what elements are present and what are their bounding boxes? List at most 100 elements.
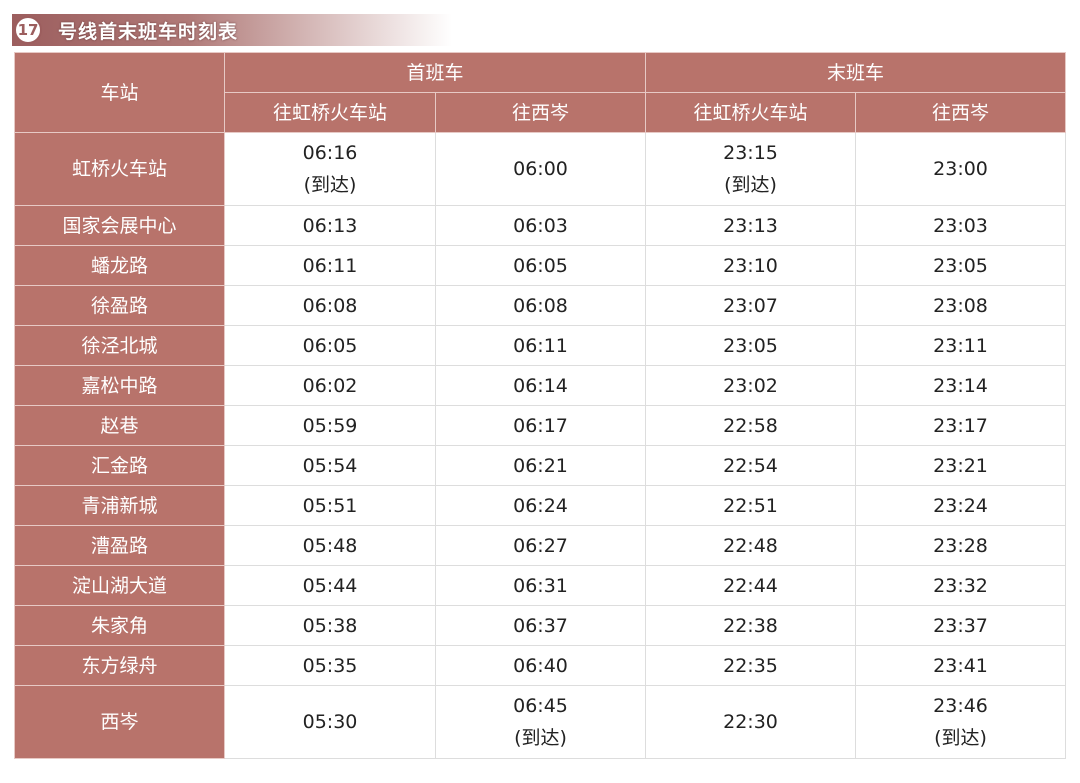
time-cell: 22:48: [645, 525, 857, 566]
time-value: 23:15: [723, 142, 778, 164]
table-row: 漕盈路 05:48 06:27 22:48 23:28: [14, 525, 1067, 566]
time-value: 06:21: [513, 454, 568, 477]
time-cell: 22:38: [645, 605, 857, 646]
time-cell: 23:07: [645, 285, 857, 326]
time-cell: 23:11: [855, 325, 1067, 366]
station-name: 淀山湖大道: [14, 565, 225, 606]
time-value: 06:16: [302, 142, 358, 164]
time-value: 06:14: [513, 374, 568, 397]
time-cell: 06:11: [224, 245, 436, 286]
time-value: 23:02: [723, 374, 778, 397]
arrival-note: (到达): [514, 727, 567, 749]
header-first-train: 首班车: [223, 52, 647, 93]
time-cell: 06:45 (到达): [434, 685, 647, 759]
time-cell: 05:38: [224, 605, 436, 646]
time-value: 23:11: [933, 334, 988, 357]
arrival-note: (到达): [934, 727, 987, 749]
time-cell: 06:08: [434, 285, 647, 326]
time-value: 23:08: [933, 294, 988, 317]
time-cell: 23:13: [645, 205, 857, 246]
time-cell: 05:54: [224, 445, 436, 486]
station-name: 嘉松中路: [14, 365, 225, 406]
station-name: 徐盈路: [14, 285, 225, 326]
time-cell: 22:30: [645, 685, 857, 759]
time-cell: 05:59: [224, 405, 436, 446]
line-number-badge: 17: [14, 16, 42, 44]
time-cell: 06:05: [224, 325, 436, 366]
time-value: 05:51: [302, 494, 358, 517]
time-value: 05:35: [302, 654, 358, 677]
time-value: 05:59: [302, 414, 358, 437]
time-value: 23:03: [933, 214, 988, 237]
time-cell: 22:35: [645, 645, 857, 686]
time-cell: 06:40: [434, 645, 647, 686]
time-cell: 06:13: [224, 205, 436, 246]
time-cell: 23:15 (到达): [645, 132, 857, 206]
time-cell: 06:27: [434, 525, 647, 566]
time-value: 06:13: [302, 214, 358, 237]
time-value: 06:08: [302, 294, 358, 317]
station-name: 漕盈路: [14, 525, 225, 566]
time-value: 23:07: [723, 294, 778, 317]
time-cell: 06:11: [434, 325, 647, 366]
time-value: 22:58: [723, 414, 778, 437]
table-row: 汇金路 05:54 06:21 22:54 23:21: [14, 445, 1067, 486]
station-name: 青浦新城: [14, 485, 225, 526]
time-cell: 06:37: [434, 605, 647, 646]
station-name: 朱家角: [14, 605, 225, 646]
time-cell: 23:32: [855, 565, 1067, 606]
time-value: 22:30: [723, 711, 778, 733]
time-cell: 23:17: [855, 405, 1067, 446]
time-cell: 06:03: [434, 205, 647, 246]
time-cell: 22:51: [645, 485, 857, 526]
time-cell: 23:14: [855, 365, 1067, 406]
time-cell: 23:05: [645, 325, 857, 366]
time-cell: 22:58: [645, 405, 857, 446]
station-name: 徐泾北城: [14, 325, 225, 366]
time-value: 23:28: [933, 534, 988, 557]
time-value: 06:05: [302, 334, 358, 357]
time-value: 06:45: [513, 695, 568, 717]
table-row: 徐盈路 06:08 06:08 23:07 23:08: [14, 285, 1067, 326]
time-cell: 23:37: [855, 605, 1067, 646]
time-value: 06:08: [513, 294, 568, 317]
time-cell: 23:41: [855, 645, 1067, 686]
header-first-to-xicen: 往西岑: [434, 92, 647, 133]
time-value: 05:44: [302, 574, 358, 597]
time-cell: 06:24: [434, 485, 647, 526]
time-cell: 06:02: [224, 365, 436, 406]
time-cell: 23:00: [855, 132, 1067, 206]
time-cell: 23:02: [645, 365, 857, 406]
station-name: 蟠龙路: [14, 245, 225, 286]
time-value: 23:10: [723, 254, 778, 277]
header-first-to-hongqiao: 往虹桥火车站: [224, 92, 436, 133]
header-station: 车站: [14, 52, 225, 133]
time-value: 22:38: [723, 614, 778, 637]
time-cell: 05:30: [224, 685, 436, 759]
time-value: 06:40: [513, 654, 568, 677]
time-value: 23:05: [723, 334, 778, 357]
time-value: 06:00: [513, 158, 568, 180]
time-value: 06:31: [513, 574, 568, 597]
arrival-note: (到达): [303, 174, 357, 196]
time-value: 22:51: [723, 494, 778, 517]
station-name: 国家会展中心: [14, 205, 225, 246]
time-cell: 06:05: [434, 245, 647, 286]
station-name: 虹桥火车站: [14, 132, 225, 206]
time-value: 06:27: [513, 534, 568, 557]
arrival-note: (到达): [724, 174, 777, 196]
header-last-train: 末班车: [645, 52, 1067, 93]
table-row: 赵巷 05:59 06:17 22:58 23:17: [14, 405, 1067, 446]
time-value: 22:44: [723, 574, 778, 597]
time-cell: 23:28: [855, 525, 1067, 566]
time-value: 23:46: [933, 695, 988, 717]
time-value: 05:38: [302, 614, 358, 637]
timetable: 车站 首班车 末班车 往虹桥火车站 往西岑 往虹桥火车站 往西岑 虹桥火车站 06…: [14, 52, 1067, 759]
time-cell: 22:54: [645, 445, 857, 486]
time-value: 06:11: [302, 254, 358, 277]
time-cell: 05:35: [224, 645, 436, 686]
time-value: 06:03: [513, 214, 568, 237]
time-cell: 23:03: [855, 205, 1067, 246]
time-value: 23:41: [933, 654, 988, 677]
time-cell: 23:05: [855, 245, 1067, 286]
